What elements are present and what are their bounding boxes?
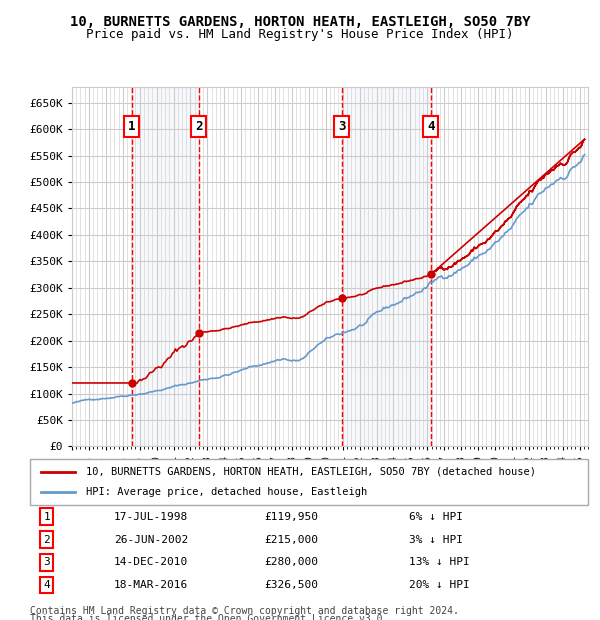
Text: 6% ↓ HPI: 6% ↓ HPI (409, 512, 463, 521)
Text: 1: 1 (43, 512, 50, 521)
Text: 26-JUN-2002: 26-JUN-2002 (114, 534, 188, 544)
Text: 3% ↓ HPI: 3% ↓ HPI (409, 534, 463, 544)
Text: £326,500: £326,500 (265, 580, 319, 590)
Text: 3: 3 (338, 120, 346, 133)
Bar (342, 87, 431, 446)
Text: 4: 4 (427, 120, 434, 133)
Text: Contains HM Land Registry data © Crown copyright and database right 2024.: Contains HM Land Registry data © Crown c… (30, 606, 459, 616)
Text: This data is licensed under the Open Government Licence v3.0.: This data is licensed under the Open Gov… (30, 614, 388, 620)
Text: 2: 2 (195, 120, 202, 133)
Text: 4: 4 (43, 580, 50, 590)
Text: 10, BURNETTS GARDENS, HORTON HEATH, EASTLEIGH, SO50 7BY (detached house): 10, BURNETTS GARDENS, HORTON HEATH, EAST… (86, 467, 536, 477)
Text: £215,000: £215,000 (265, 534, 319, 544)
Text: 14-DEC-2010: 14-DEC-2010 (114, 557, 188, 567)
Text: 2: 2 (43, 534, 50, 544)
Text: 10, BURNETTS GARDENS, HORTON HEATH, EASTLEIGH, SO50 7BY: 10, BURNETTS GARDENS, HORTON HEATH, EAST… (70, 16, 530, 30)
Text: 17-JUL-1998: 17-JUL-1998 (114, 512, 188, 521)
Text: 20% ↓ HPI: 20% ↓ HPI (409, 580, 470, 590)
Bar (132, 87, 199, 446)
FancyBboxPatch shape (30, 459, 588, 505)
Text: 3: 3 (43, 557, 50, 567)
Text: 18-MAR-2016: 18-MAR-2016 (114, 580, 188, 590)
Text: 1: 1 (128, 120, 136, 133)
Text: Price paid vs. HM Land Registry's House Price Index (HPI): Price paid vs. HM Land Registry's House … (86, 28, 514, 41)
Text: £119,950: £119,950 (265, 512, 319, 521)
Text: HPI: Average price, detached house, Eastleigh: HPI: Average price, detached house, East… (86, 487, 367, 497)
Text: £280,000: £280,000 (265, 557, 319, 567)
Text: 13% ↓ HPI: 13% ↓ HPI (409, 557, 470, 567)
